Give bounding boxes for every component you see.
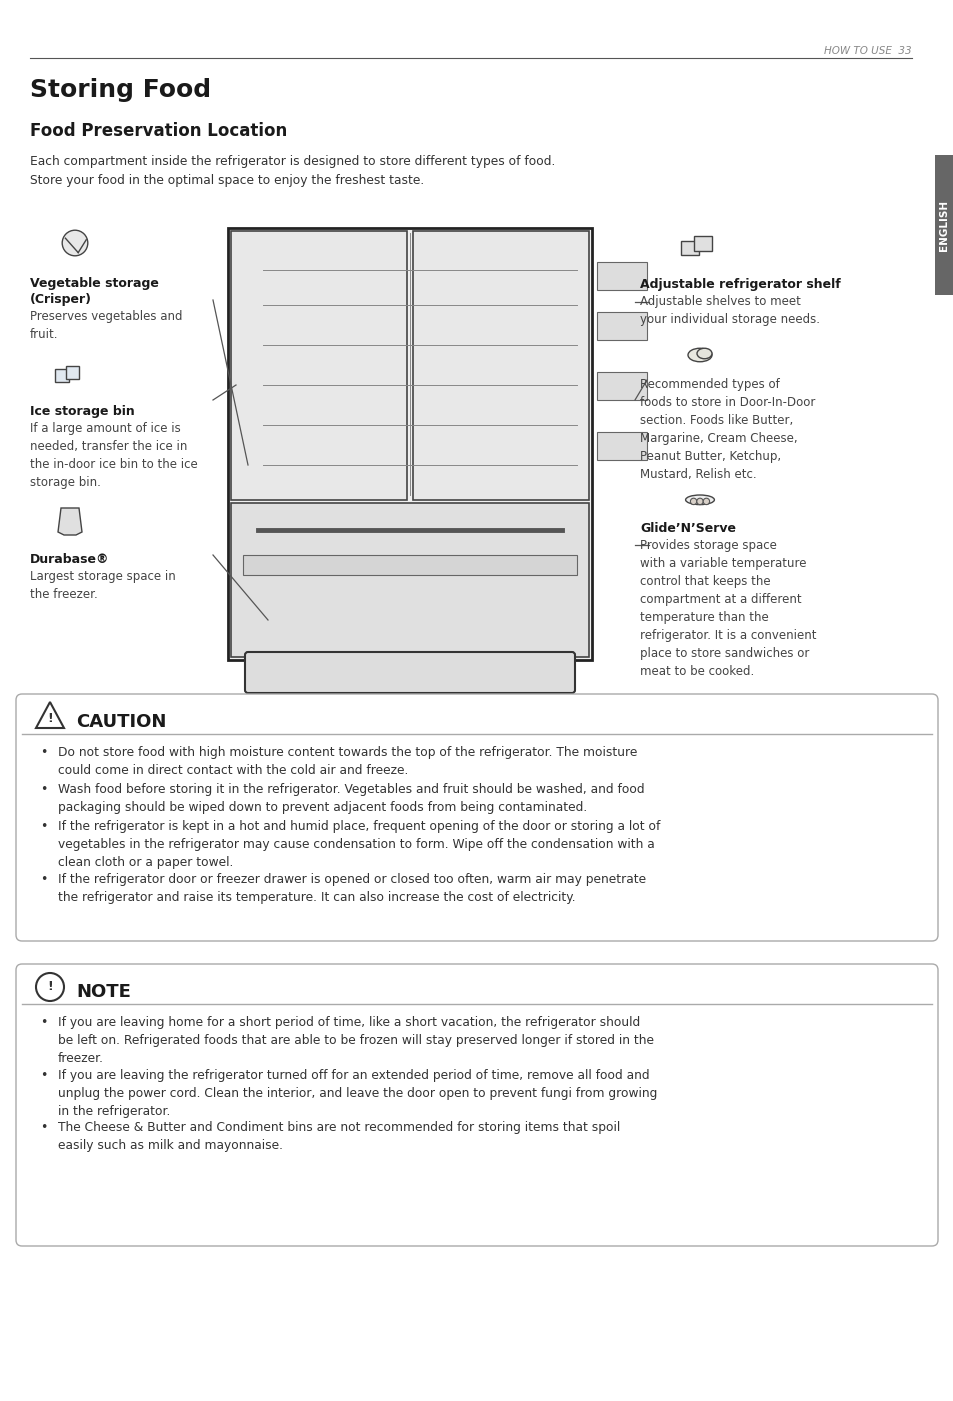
Text: If a large amount of ice is
needed, transfer the ice in
the in-door ice bin to t: If a large amount of ice is needed, tran… (30, 422, 197, 489)
Text: Ice storage bin: Ice storage bin (30, 405, 134, 417)
FancyBboxPatch shape (694, 237, 712, 251)
Circle shape (690, 499, 696, 504)
FancyBboxPatch shape (597, 262, 646, 290)
Text: Provides storage space
with a variable temperature
control that keeps the
compar: Provides storage space with a variable t… (639, 539, 816, 678)
Text: NOTE: NOTE (76, 984, 131, 1000)
FancyBboxPatch shape (597, 373, 646, 401)
FancyBboxPatch shape (231, 231, 407, 500)
Text: •: • (40, 1121, 48, 1133)
Text: Wash food before storing it in the refrigerator. Vegetables and fruit should be : Wash food before storing it in the refri… (58, 783, 644, 814)
Text: Largest storage space in
the freezer.: Largest storage space in the freezer. (30, 570, 175, 601)
Text: If the refrigerator door or freezer drawer is opened or closed too often, warm a: If the refrigerator door or freezer draw… (58, 873, 645, 904)
FancyBboxPatch shape (597, 312, 646, 340)
Circle shape (696, 499, 702, 504)
Text: Food Preservation Location: Food Preservation Location (30, 122, 287, 140)
Polygon shape (58, 509, 82, 535)
Text: Preserves vegetables and
fruit.: Preserves vegetables and fruit. (30, 310, 182, 340)
FancyBboxPatch shape (55, 368, 69, 382)
Text: !: ! (47, 981, 52, 993)
Text: HOW TO USE  33: HOW TO USE 33 (823, 46, 911, 56)
Text: •: • (40, 745, 48, 759)
Text: •: • (40, 1016, 48, 1028)
FancyBboxPatch shape (16, 964, 937, 1245)
FancyBboxPatch shape (680, 241, 699, 255)
FancyBboxPatch shape (231, 503, 588, 657)
Polygon shape (36, 702, 64, 729)
Text: Adjustable refrigerator shelf: Adjustable refrigerator shelf (639, 277, 840, 291)
FancyBboxPatch shape (245, 651, 575, 693)
Ellipse shape (697, 349, 711, 359)
Text: •: • (40, 783, 48, 796)
FancyBboxPatch shape (16, 693, 937, 941)
Text: If the refrigerator is kept in a hot and humid place, frequent opening of the do: If the refrigerator is kept in a hot and… (58, 820, 659, 869)
Text: Glide’N’Serve: Glide’N’Serve (639, 523, 735, 535)
Text: ENGLISH: ENGLISH (939, 199, 948, 251)
FancyBboxPatch shape (243, 555, 577, 574)
Text: Each compartment inside the refrigerator is designed to store different types of: Each compartment inside the refrigerator… (30, 156, 555, 186)
Text: If you are leaving home for a short period of time, like a short vacation, the r: If you are leaving home for a short peri… (58, 1016, 654, 1065)
Text: •: • (40, 873, 48, 885)
Ellipse shape (685, 495, 714, 504)
Text: If you are leaving the refrigerator turned off for an extended period of time, r: If you are leaving the refrigerator turn… (58, 1069, 657, 1118)
FancyBboxPatch shape (934, 156, 953, 296)
FancyBboxPatch shape (66, 366, 79, 380)
Text: !: ! (47, 712, 52, 724)
Text: Vegetable storage
(Crisper): Vegetable storage (Crisper) (30, 277, 159, 305)
FancyBboxPatch shape (597, 432, 646, 460)
Text: CAUTION: CAUTION (76, 713, 166, 731)
Circle shape (62, 230, 88, 256)
Circle shape (36, 974, 64, 1000)
Text: Recommended types of
foods to store in Door-In-Door
section. Foods like Butter,
: Recommended types of foods to store in D… (639, 378, 815, 481)
FancyBboxPatch shape (413, 231, 588, 500)
Text: Durabase®: Durabase® (30, 553, 110, 566)
FancyBboxPatch shape (228, 228, 592, 660)
Text: Do not store food with high moisture content towards the top of the refrigerator: Do not store food with high moisture con… (58, 745, 637, 778)
Text: •: • (40, 820, 48, 834)
Text: Storing Food: Storing Food (30, 78, 211, 102)
Circle shape (702, 499, 709, 504)
Ellipse shape (687, 349, 711, 361)
Text: The Cheese & Butter and Condiment bins are not recommended for storing items tha: The Cheese & Butter and Condiment bins a… (58, 1121, 619, 1152)
Text: •: • (40, 1069, 48, 1082)
Text: Adjustable shelves to meet
your individual storage needs.: Adjustable shelves to meet your individu… (639, 296, 820, 326)
